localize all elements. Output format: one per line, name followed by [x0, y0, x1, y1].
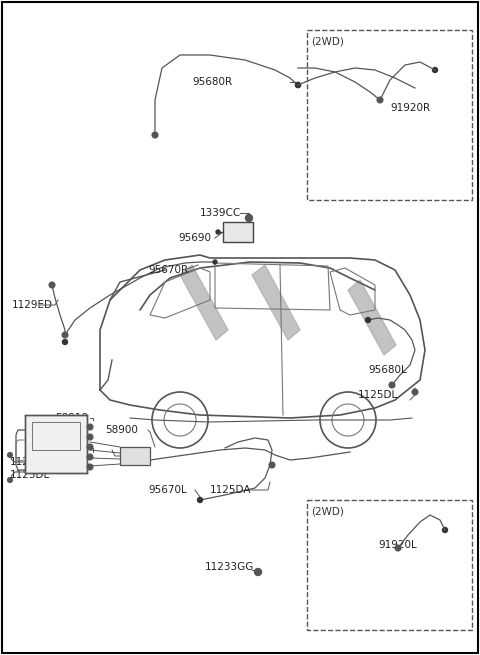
Circle shape	[152, 132, 158, 138]
Text: 91920L: 91920L	[378, 540, 417, 550]
Circle shape	[213, 260, 217, 264]
Circle shape	[49, 282, 55, 288]
Text: 1125DL: 1125DL	[358, 390, 398, 400]
Polygon shape	[348, 280, 396, 355]
Circle shape	[269, 462, 275, 468]
Circle shape	[395, 545, 401, 551]
Text: 1125DL: 1125DL	[10, 470, 50, 480]
Circle shape	[389, 382, 395, 388]
Bar	[223, 222, 253, 242]
Polygon shape	[252, 265, 300, 340]
Circle shape	[365, 318, 371, 322]
Polygon shape	[180, 265, 228, 340]
Text: 1129ED: 1129ED	[12, 300, 53, 310]
Text: 1339CC: 1339CC	[200, 208, 241, 218]
Text: 95670L: 95670L	[148, 485, 187, 495]
Bar	[25, 415, 87, 473]
Bar	[32, 422, 80, 450]
Text: 95670R: 95670R	[148, 265, 188, 275]
Text: 95680L: 95680L	[368, 365, 407, 375]
Bar	[120, 447, 150, 465]
Text: (2WD): (2WD)	[311, 37, 344, 47]
Text: 58910: 58910	[55, 413, 88, 423]
Circle shape	[87, 434, 93, 440]
Circle shape	[245, 214, 252, 221]
Bar	[307, 30, 472, 200]
Text: 1125DA: 1125DA	[210, 485, 252, 495]
Circle shape	[62, 332, 68, 338]
Text: 58900: 58900	[105, 425, 138, 435]
Circle shape	[377, 97, 383, 103]
Text: (2WD): (2WD)	[311, 507, 344, 517]
Circle shape	[87, 424, 93, 430]
Circle shape	[87, 454, 93, 460]
Circle shape	[432, 67, 437, 73]
Circle shape	[412, 389, 418, 395]
Text: 95680R: 95680R	[192, 77, 232, 87]
Circle shape	[8, 477, 12, 483]
Text: 1125DL: 1125DL	[10, 457, 50, 467]
Circle shape	[296, 83, 300, 88]
Circle shape	[8, 453, 12, 457]
Text: 91920R: 91920R	[390, 103, 430, 113]
Circle shape	[62, 339, 68, 345]
Bar	[307, 500, 472, 630]
Circle shape	[197, 498, 203, 502]
Circle shape	[87, 444, 93, 450]
Circle shape	[296, 83, 300, 88]
Text: 58960: 58960	[55, 443, 88, 453]
Text: 11233GG: 11233GG	[205, 562, 254, 572]
Circle shape	[254, 569, 262, 576]
Circle shape	[87, 464, 93, 470]
Circle shape	[443, 527, 447, 533]
Text: 95690: 95690	[178, 233, 211, 243]
Circle shape	[216, 230, 220, 234]
